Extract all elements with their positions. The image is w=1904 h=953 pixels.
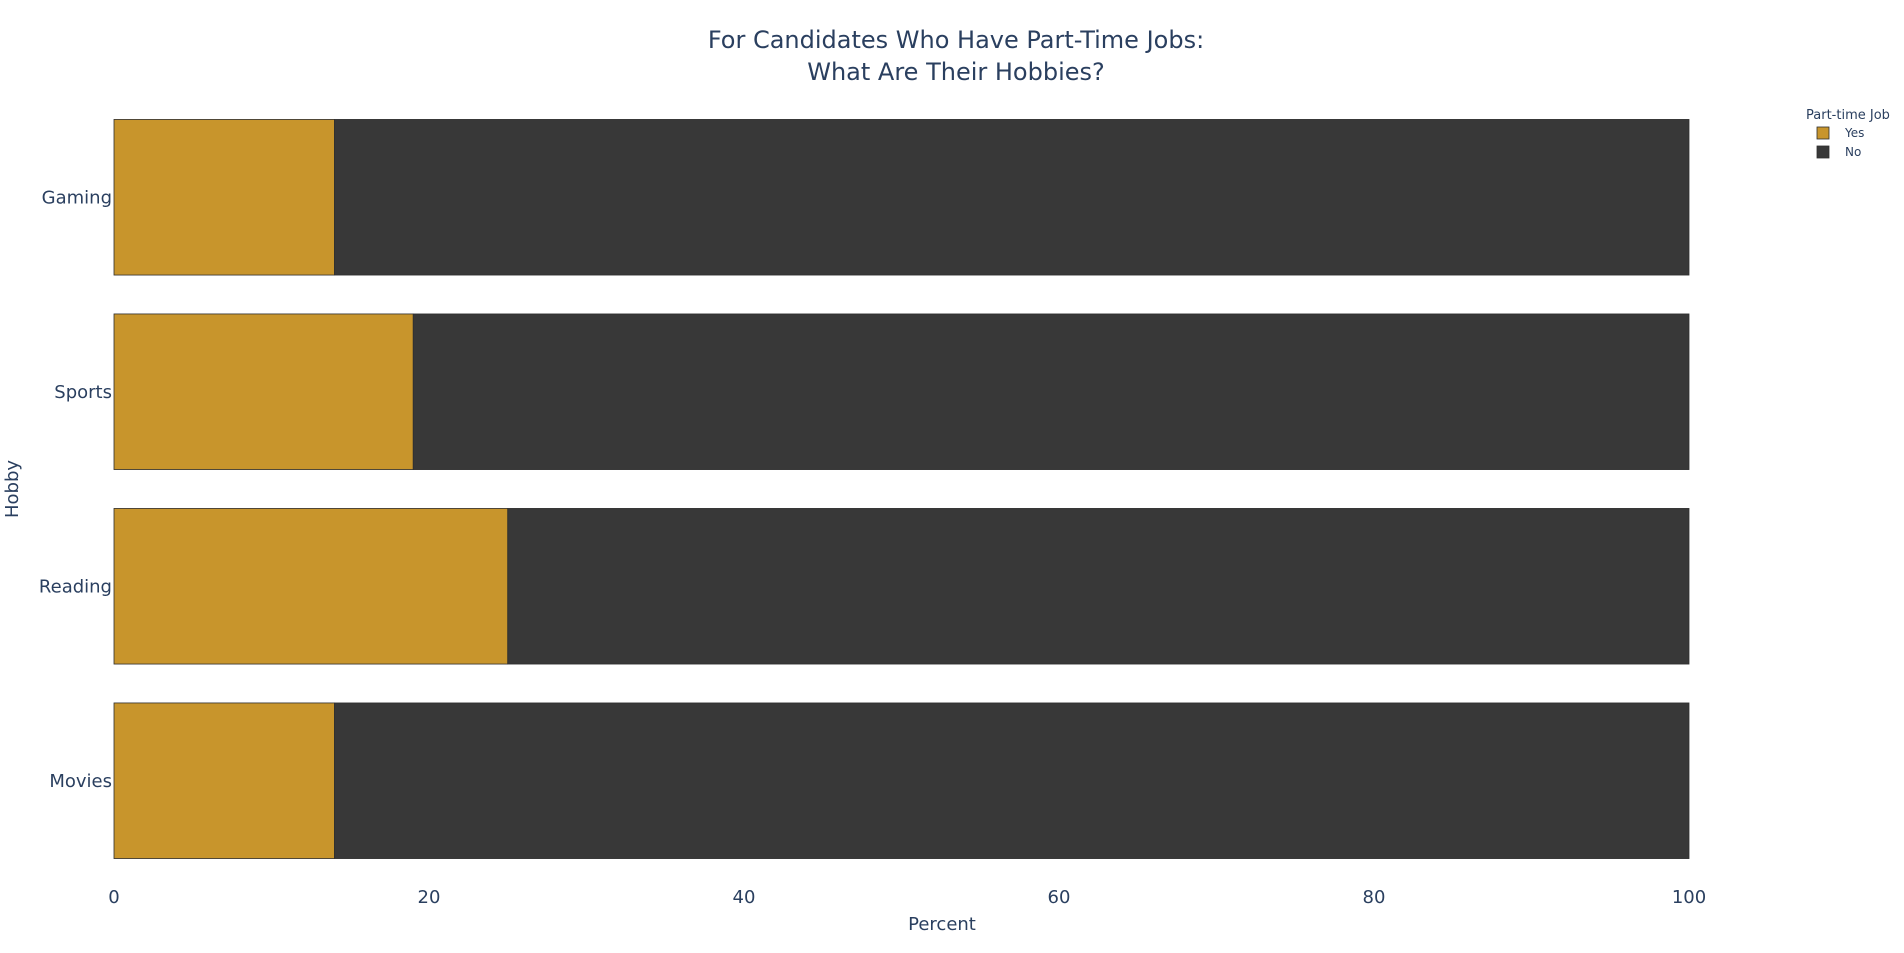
- legend-title: Part-time Job: [1806, 108, 1890, 123]
- y-tick-label: Gaming: [42, 187, 112, 208]
- y-tick-label: Movies: [49, 771, 112, 792]
- bar-movies-no: [334, 702, 1690, 859]
- bar-reading-no: [507, 508, 1690, 665]
- bar-movies-yes: [113, 702, 335, 859]
- bar-sports-no: [412, 313, 1690, 470]
- x-axis-ticks: 0 20 40 60 80 100: [108, 887, 1706, 908]
- plot-area: [113, 119, 1690, 859]
- legend: Part-time Job Yes No: [1806, 108, 1890, 159]
- x-axis-title: Percent: [908, 914, 976, 935]
- legend-swatch-yes[interactable]: [1816, 126, 1830, 140]
- chart-title-line-1: For Candidates Who Have Part-Time Jobs:: [708, 26, 1204, 54]
- x-tick-label: 80: [1363, 887, 1386, 908]
- legend-swatch-no[interactable]: [1816, 145, 1830, 159]
- bar-sports-yes: [113, 313, 414, 470]
- chart-title: For Candidates Who Have Part-Time Jobs: …: [708, 26, 1204, 86]
- y-axis-title: Hobby: [2, 460, 23, 518]
- legend-label-yes[interactable]: Yes: [1844, 126, 1864, 140]
- x-tick-label: 20: [418, 887, 441, 908]
- chart-title-line-2: What Are Their Hobbies?: [807, 58, 1105, 86]
- x-tick-label: 40: [733, 887, 756, 908]
- bar-reading-yes: [113, 508, 509, 665]
- y-tick-label: Sports: [54, 382, 112, 403]
- x-tick-label: 0: [108, 887, 119, 908]
- y-axis-ticks: Gaming Sports Reading Movies: [39, 187, 112, 792]
- bar-gaming-no: [334, 119, 1690, 276]
- legend-label-no[interactable]: No: [1845, 145, 1861, 159]
- bar-gaming-yes: [113, 119, 335, 276]
- x-tick-label: 60: [1048, 887, 1071, 908]
- x-tick-label: 100: [1672, 887, 1706, 908]
- y-tick-label: Reading: [39, 576, 112, 597]
